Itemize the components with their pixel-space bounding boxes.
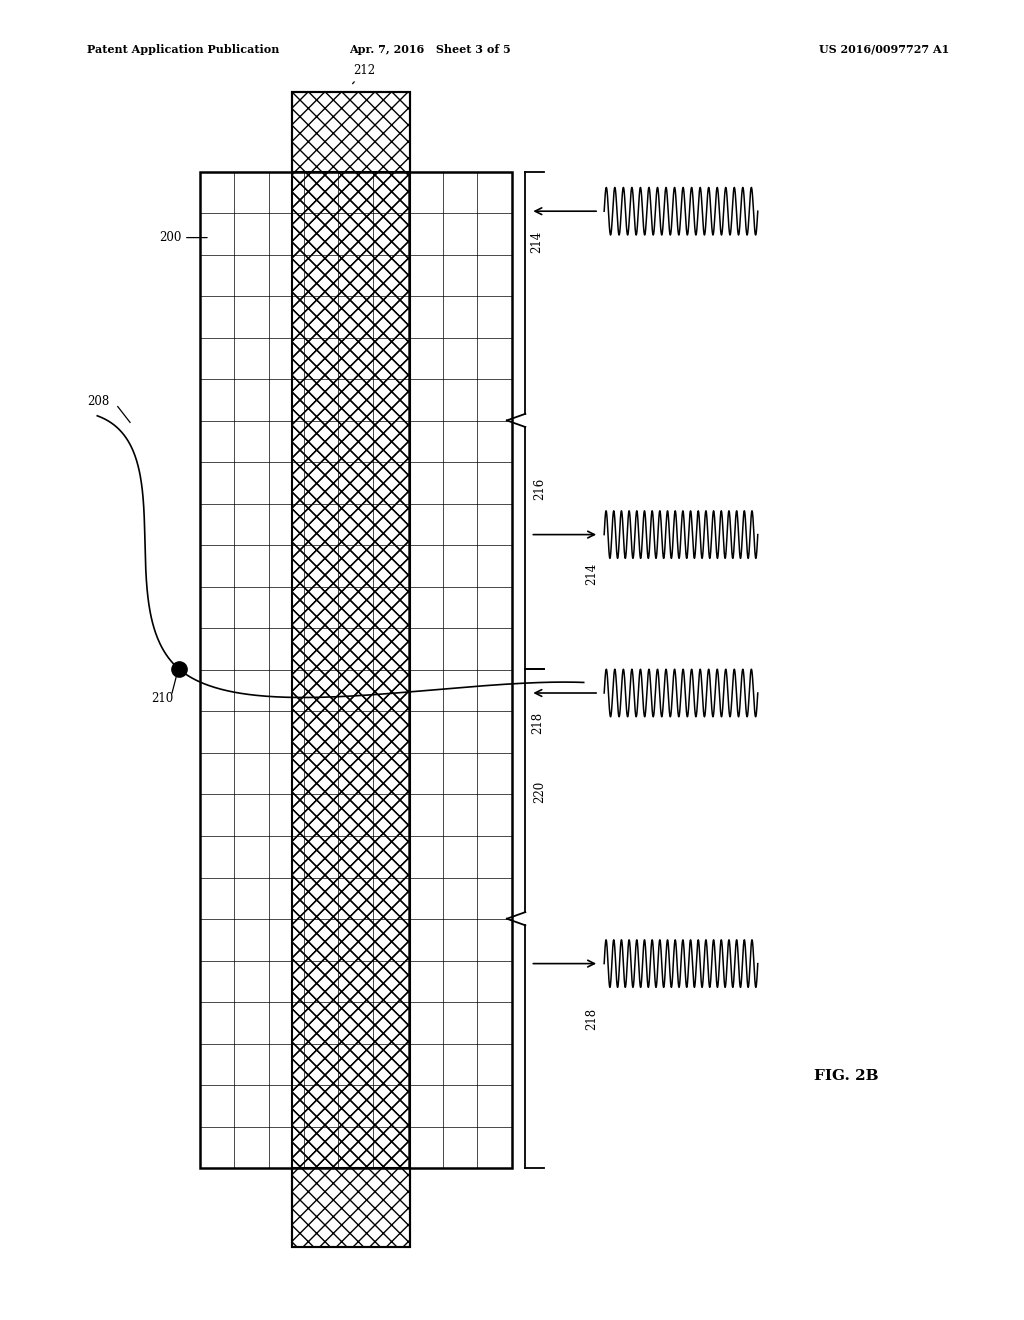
Text: 212: 212 <box>352 63 376 83</box>
Text: Apr. 7, 2016   Sheet 3 of 5: Apr. 7, 2016 Sheet 3 of 5 <box>349 44 511 54</box>
Text: 218: 218 <box>586 1008 598 1030</box>
Bar <box>292 1168 410 1247</box>
Text: 200: 200 <box>159 231 207 244</box>
Text: FIG. 2B: FIG. 2B <box>814 1069 879 1082</box>
Text: 208: 208 <box>87 395 110 408</box>
Bar <box>292 92 410 172</box>
Text: 218: 218 <box>531 713 544 734</box>
Bar <box>292 172 410 1168</box>
Text: 220: 220 <box>534 781 546 803</box>
Text: US 2016/0097727 A1: US 2016/0097727 A1 <box>819 44 949 54</box>
Text: 214: 214 <box>530 231 543 252</box>
Text: 210: 210 <box>152 692 174 705</box>
Text: Patent Application Publication: Patent Application Publication <box>87 44 280 54</box>
Bar <box>292 92 410 1247</box>
Bar <box>200 172 512 1168</box>
Text: 216: 216 <box>534 478 546 499</box>
Text: 214: 214 <box>586 564 598 585</box>
Bar <box>200 172 512 1168</box>
